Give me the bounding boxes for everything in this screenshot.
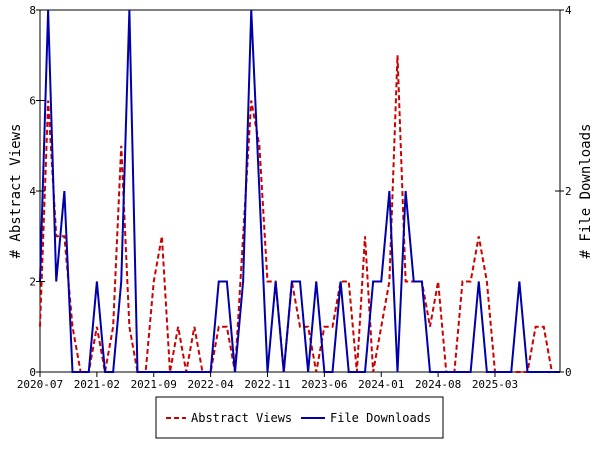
legend-label-file-downloads: File Downloads <box>330 411 431 425</box>
x-tick-label: 2024-08 <box>415 378 461 391</box>
x-tick-label: 2023-06 <box>301 378 347 391</box>
series-layer <box>39 9 560 373</box>
axes-layer: 0 2 4 6 8 0 2 4 2020-07 2021-02 2021-09 2022-04 2022… <box>17 4 572 391</box>
y-tick-label: 6 <box>29 95 36 108</box>
series-line-1 <box>39 9 560 373</box>
y-axis-title: # Abstract Views <box>8 124 24 259</box>
y2-tick-label: 0 <box>565 366 572 379</box>
y-tick-label: 4 <box>29 185 36 198</box>
x-tick-label: 2022-04 <box>187 378 234 391</box>
series-line-0 <box>39 55 560 373</box>
y-tick-label: 0 <box>29 366 36 379</box>
y2-axis-title: # File Downloads <box>578 124 594 259</box>
y2-tick-label: 2 <box>565 185 572 198</box>
x-tick-label: 2021-09 <box>131 378 177 391</box>
x-tick-label: 2020-07 <box>17 378 63 391</box>
legend-box <box>155 396 444 439</box>
legend-label-abstract-views: Abstract Views <box>191 411 292 425</box>
x-tick-label: 2025-03 <box>472 378 518 391</box>
x-tick-label: 2024-01 <box>358 378 404 391</box>
legend: Abstract Views File Downloads <box>155 396 444 439</box>
y-tick-label: 2 <box>29 276 36 289</box>
x-tick-label: 2022-11 <box>244 378 290 391</box>
y-tick-label: 8 <box>29 4 36 17</box>
x-tick-label: 2021-02 <box>74 378 120 391</box>
y2-tick-label: 4 <box>565 4 572 17</box>
